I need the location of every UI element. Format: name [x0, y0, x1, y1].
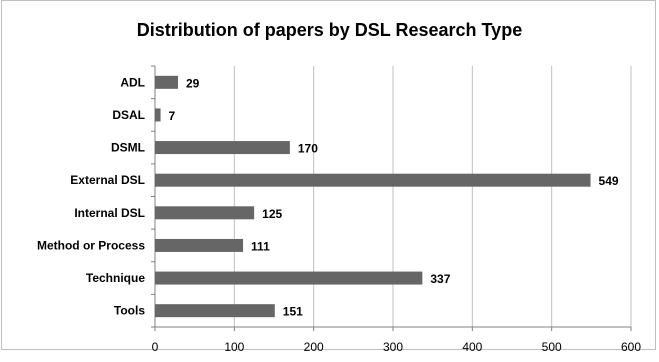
- value-label-4: 125: [262, 207, 282, 221]
- category-label-4: Internal DSL: [74, 206, 145, 220]
- value-label-2: 170: [298, 142, 318, 156]
- value-label-7: 151: [283, 305, 303, 319]
- x-tick-label-6: 600: [621, 340, 641, 354]
- x-tick-label-2: 200: [304, 340, 324, 354]
- bar-2: [155, 141, 290, 155]
- category-label-2: DSML: [111, 141, 145, 155]
- x-tick-label-5: 500: [542, 340, 562, 354]
- x-tick-label-1: 100: [224, 340, 244, 354]
- category-label-7: Tools: [114, 304, 145, 318]
- chart-frame: [1, 0, 656, 350]
- value-label-6: 337: [430, 272, 450, 286]
- value-label-0: 29: [186, 76, 200, 90]
- bar-4: [155, 206, 255, 220]
- x-tick-label-4: 400: [462, 340, 482, 354]
- bar-5: [155, 238, 244, 252]
- bar-0: [155, 75, 179, 89]
- bar-3: [155, 173, 591, 187]
- bar-1: [155, 108, 161, 122]
- category-label-0: ADL: [120, 75, 145, 89]
- x-tick-label-3: 300: [383, 340, 403, 354]
- bar-6: [155, 271, 423, 285]
- chart-title: Distribution of papers by DSL Research T…: [136, 20, 523, 40]
- bar-7: [155, 304, 275, 318]
- value-label-1: 7: [169, 109, 176, 123]
- category-label-6: Technique: [86, 271, 145, 285]
- value-label-5: 111: [251, 239, 270, 253]
- category-label-5: Method or Process: [37, 238, 145, 252]
- x-tick-label-0: 0: [152, 340, 159, 354]
- value-label-3: 549: [599, 174, 619, 188]
- category-label-1: DSAL: [112, 108, 145, 122]
- category-label-3: External DSL: [70, 173, 145, 187]
